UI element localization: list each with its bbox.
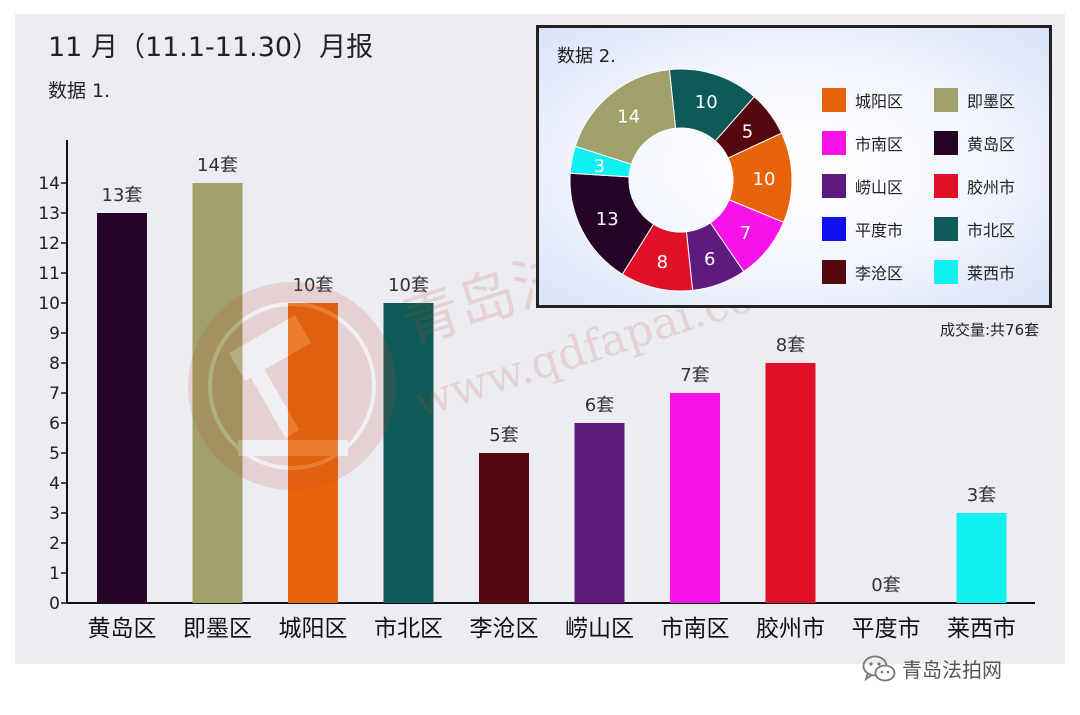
bar-data-label: 7套 <box>680 365 709 386</box>
legend-swatch <box>934 217 958 241</box>
bar-黄岛区 <box>97 213 147 603</box>
bar-城阳区 <box>288 303 338 603</box>
bar-data-label: 0套 <box>871 575 900 596</box>
legend-label: 市南区 <box>855 135 904 154</box>
legend-item-市北区: 市北区 <box>934 217 1015 241</box>
total-volume-label: 成交量:共76套 <box>940 321 1040 339</box>
donut-slice-即墨区 <box>574 69 677 165</box>
x-tick-label: 李沧区 <box>470 616 539 642</box>
legend-swatch <box>934 174 958 198</box>
bar-data-label: 10套 <box>388 275 429 296</box>
legend-label: 崂山区 <box>855 178 904 197</box>
bar-data-label: 6套 <box>585 395 614 416</box>
legend-swatch <box>934 131 958 155</box>
bar-data-label: 5套 <box>489 425 518 446</box>
legend-swatch <box>934 260 958 284</box>
bar-李沧区 <box>479 453 529 603</box>
y-tick-label: 14 <box>38 174 60 194</box>
x-tick-label: 市北区 <box>374 616 443 642</box>
legend-swatch <box>822 88 846 112</box>
footer-brand: 青岛法拍网 <box>862 654 1002 683</box>
bar-data-label: 13套 <box>102 185 143 206</box>
y-tick-label: 9 <box>49 324 60 344</box>
bar-即墨区 <box>192 183 243 603</box>
y-tick-label: 3 <box>49 504 60 524</box>
legend-label: 黄岛区 <box>967 135 1016 154</box>
y-tick-label: 10 <box>38 294 60 314</box>
legend-swatch <box>934 88 958 112</box>
bar-莱西市 <box>956 513 1007 603</box>
y-tick-label: 7 <box>49 384 60 404</box>
bar-data-label: 10套 <box>293 275 334 296</box>
legend-label: 城阳区 <box>855 92 904 111</box>
x-tick-label: 市南区 <box>661 616 730 642</box>
donut-slice-label: 14 <box>617 107 640 128</box>
legend-swatch <box>822 174 846 198</box>
y-tick-label: 2 <box>49 534 60 554</box>
y-tick-label: 11 <box>38 264 60 284</box>
legend-item-莱西市: 莱西市 <box>934 260 1015 284</box>
y-tick-label: 13 <box>38 204 60 224</box>
donut-chart-caption: 数据 2. <box>557 46 616 67</box>
donut-slice-label: 7 <box>740 223 751 244</box>
legend-item-城阳区: 城阳区 <box>822 88 903 112</box>
legend-item-平度市: 平度市 <box>822 217 903 241</box>
legend-item-李沧区: 李沧区 <box>822 260 903 284</box>
y-tick-label: 6 <box>49 414 60 434</box>
page-title: 11 月（11.1-11.30）月报 <box>48 32 374 63</box>
legend-item-黄岛区: 黄岛区 <box>934 131 1015 155</box>
legend-item-胶州市: 胶州市 <box>934 174 1015 198</box>
donut-slice-label: 3 <box>594 156 605 177</box>
legend-label: 莱西市 <box>967 264 1016 283</box>
bar-data-label: 3套 <box>967 485 996 506</box>
bar-市北区 <box>383 303 434 603</box>
x-tick-label: 城阳区 <box>279 616 348 642</box>
legend-label: 平度市 <box>855 221 904 240</box>
x-tick-label: 黄岛区 <box>88 616 157 642</box>
legend-swatch <box>822 217 846 241</box>
donut-slice-label: 8 <box>657 252 668 273</box>
y-tick-label: 1 <box>49 564 60 584</box>
y-tick-label: 5 <box>49 444 60 464</box>
legend-label: 市北区 <box>967 221 1016 240</box>
bar-data-label: 14套 <box>197 155 238 176</box>
legend-label: 胶州市 <box>967 178 1016 197</box>
x-tick-label: 崂山区 <box>565 616 634 642</box>
y-tick-label: 0 <box>49 594 60 614</box>
x-tick-label: 平度市 <box>852 616 921 642</box>
donut-chart-panel: 数据 2. 10 5 10 7 6 8 13 3 14 城阳区 即墨区市南区 黄岛区崂山区 胶州市平度… <box>536 25 1052 308</box>
donut-slice-label: 10 <box>753 169 776 190</box>
wechat-icon <box>862 655 896 681</box>
donut-slice-label: 5 <box>742 121 753 142</box>
x-tick-label: 胶州市 <box>756 616 825 642</box>
bar-胶州市 <box>765 363 816 603</box>
bar-崂山区 <box>574 423 625 603</box>
x-tick-label: 即墨区 <box>183 616 252 642</box>
legend-item-即墨区: 即墨区 <box>934 88 1015 112</box>
legend-swatch <box>822 260 846 284</box>
legend-item-崂山区: 崂山区 <box>822 174 903 198</box>
y-tick-label: 4 <box>49 474 60 494</box>
donut-slice-label: 13 <box>596 209 619 230</box>
donut-chart: 10 5 10 7 6 8 13 3 14 <box>569 68 793 292</box>
bar-chart-caption: 数据 1. <box>48 80 111 102</box>
bar-data-label: 8套 <box>776 335 805 356</box>
legend-label: 李沧区 <box>855 264 904 283</box>
legend-label: 即墨区 <box>967 92 1016 111</box>
y-tick-label: 12 <box>38 234 60 254</box>
x-tick-label: 莱西市 <box>947 616 1016 642</box>
bar-市南区 <box>670 393 720 603</box>
legend-swatch <box>822 131 846 155</box>
footer-brand-text: 青岛法拍网 <box>902 658 1002 682</box>
legend-item-市南区: 市南区 <box>822 131 903 155</box>
donut-slice-label: 6 <box>704 249 715 270</box>
donut-slice-label: 10 <box>695 92 718 113</box>
y-tick-label: 8 <box>49 354 60 374</box>
